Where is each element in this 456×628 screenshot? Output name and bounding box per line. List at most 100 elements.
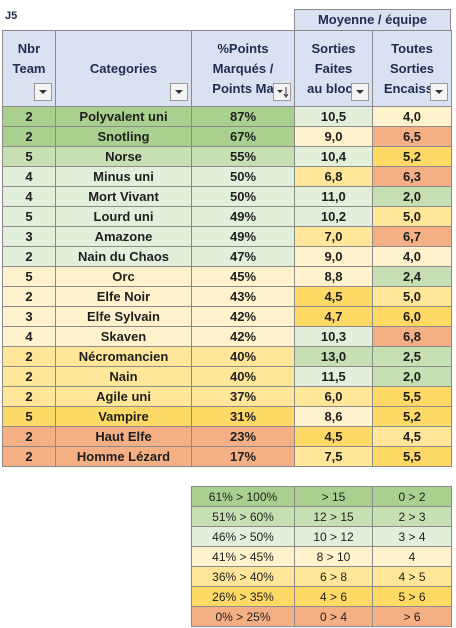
data-cell: 2: [2, 106, 56, 127]
legend-cell: 0 > 4: [294, 606, 373, 627]
data-cell: 49%: [191, 206, 295, 227]
data-cell: 40%: [191, 346, 295, 367]
data-cell: 50%: [191, 186, 295, 207]
header-line: Team: [12, 61, 46, 76]
data-cell: 6,7: [372, 226, 452, 247]
data-cell: 2: [2, 286, 56, 307]
legend-cell: > 15: [294, 486, 373, 507]
data-cell: 2: [2, 366, 56, 387]
data-cell: 2: [2, 426, 56, 447]
legend-cell: 4: [372, 546, 452, 567]
filter-button[interactable]: [351, 83, 369, 101]
legend-cell: 4 > 5: [372, 566, 452, 587]
data-cell: 3: [2, 226, 56, 247]
data-cell: 6,8: [372, 326, 452, 347]
data-cell: 23%: [191, 426, 295, 447]
data-cell: Vampire: [55, 406, 192, 427]
data-cell: 67%: [191, 126, 295, 147]
data-cell: 5,2: [372, 406, 452, 427]
data-cell: 3: [2, 306, 56, 327]
legend-cell: 46% > 50%: [191, 526, 295, 547]
data-cell: Norse: [55, 146, 192, 167]
data-cell: Haut Elfe: [55, 426, 192, 447]
data-cell: Homme Lézard: [55, 446, 192, 467]
data-cell: 5: [2, 266, 56, 287]
data-cell: 7,0: [294, 226, 373, 247]
data-cell: Amazone: [55, 226, 192, 247]
data-cell: 31%: [191, 406, 295, 427]
header-line: %Points: [217, 41, 269, 56]
data-cell: 47%: [191, 246, 295, 267]
legend-cell: 3 > 4: [372, 526, 452, 547]
data-cell: 6,0: [372, 306, 452, 327]
data-cell: 10,3: [294, 326, 373, 347]
data-cell: 10,2: [294, 206, 373, 227]
filter-button[interactable]: [430, 83, 448, 101]
header-line: Sorties: [311, 41, 356, 56]
data-cell: 2: [2, 386, 56, 407]
data-cell: 4,5: [372, 426, 452, 447]
header-line: Encaisse: [383, 81, 441, 96]
header-line: Categories: [89, 61, 158, 76]
data-cell: 13,0: [294, 346, 373, 367]
data-cell: 2,0: [372, 186, 452, 207]
data-cell: 8,6: [294, 406, 373, 427]
data-cell: 2: [2, 346, 56, 367]
data-cell: 5,0: [372, 286, 452, 307]
group-header: Moyenne / équipe: [294, 9, 451, 31]
data-cell: 9,0: [294, 246, 373, 267]
cell-label: J5: [5, 10, 18, 22]
column-header: Sorties Faites au bloca: [294, 30, 373, 107]
data-cell: Nécromancien: [55, 346, 192, 367]
data-cell: Polyvalent uni: [55, 106, 192, 127]
data-cell: 2: [2, 246, 56, 267]
data-cell: 37%: [191, 386, 295, 407]
column-header: Toutes Sorties Encaisse: [372, 30, 452, 107]
header-line: Faites: [314, 61, 353, 76]
legend-cell: 8 > 10: [294, 546, 373, 567]
data-cell: 6,0: [294, 386, 373, 407]
data-cell: Nain du Chaos: [55, 246, 192, 267]
data-cell: 5,5: [372, 386, 452, 407]
data-cell: 10,4: [294, 146, 373, 167]
data-cell: 5: [2, 146, 56, 167]
legend-cell: 6 > 8: [294, 566, 373, 587]
data-cell: 50%: [191, 166, 295, 187]
header-line: Toutes: [391, 41, 433, 56]
data-cell: 4: [2, 326, 56, 347]
filter-button[interactable]: [273, 83, 291, 101]
header-line: Sorties: [389, 61, 435, 76]
legend-cell: 2 > 3: [372, 506, 452, 527]
data-cell: 4,5: [294, 426, 373, 447]
data-cell: 10,5: [294, 106, 373, 127]
data-cell: 4: [2, 166, 56, 187]
filter-button[interactable]: [34, 83, 52, 101]
legend-cell: 51% > 60%: [191, 506, 295, 527]
column-header: Nbr Team: [2, 30, 56, 107]
legend-cell: 4 > 6: [294, 586, 373, 607]
data-cell: 5: [2, 406, 56, 427]
data-cell: 42%: [191, 326, 295, 347]
data-cell: Skaven: [55, 326, 192, 347]
legend-cell: 5 > 6: [372, 586, 452, 607]
header-line: Nbr: [17, 41, 41, 56]
legend-cell: 10 > 12: [294, 526, 373, 547]
data-cell: 49%: [191, 226, 295, 247]
data-cell: 9,0: [294, 126, 373, 147]
filter-button[interactable]: [170, 83, 188, 101]
header-line: Points Ma: [212, 81, 274, 96]
data-cell: 40%: [191, 366, 295, 387]
data-cell: 55%: [191, 146, 295, 167]
data-cell: 5,2: [372, 146, 452, 167]
header-line: Marqués /: [212, 61, 274, 76]
data-cell: 42%: [191, 306, 295, 327]
data-cell: 6,8: [294, 166, 373, 187]
legend-cell: 12 > 15: [294, 506, 373, 527]
data-cell: 4,0: [372, 246, 452, 267]
data-cell: Minus uni: [55, 166, 192, 187]
legend-cell: > 6: [372, 606, 452, 627]
data-cell: 43%: [191, 286, 295, 307]
data-cell: 6,3: [372, 166, 452, 187]
data-cell: Agile uni: [55, 386, 192, 407]
data-cell: 2,4: [372, 266, 452, 287]
